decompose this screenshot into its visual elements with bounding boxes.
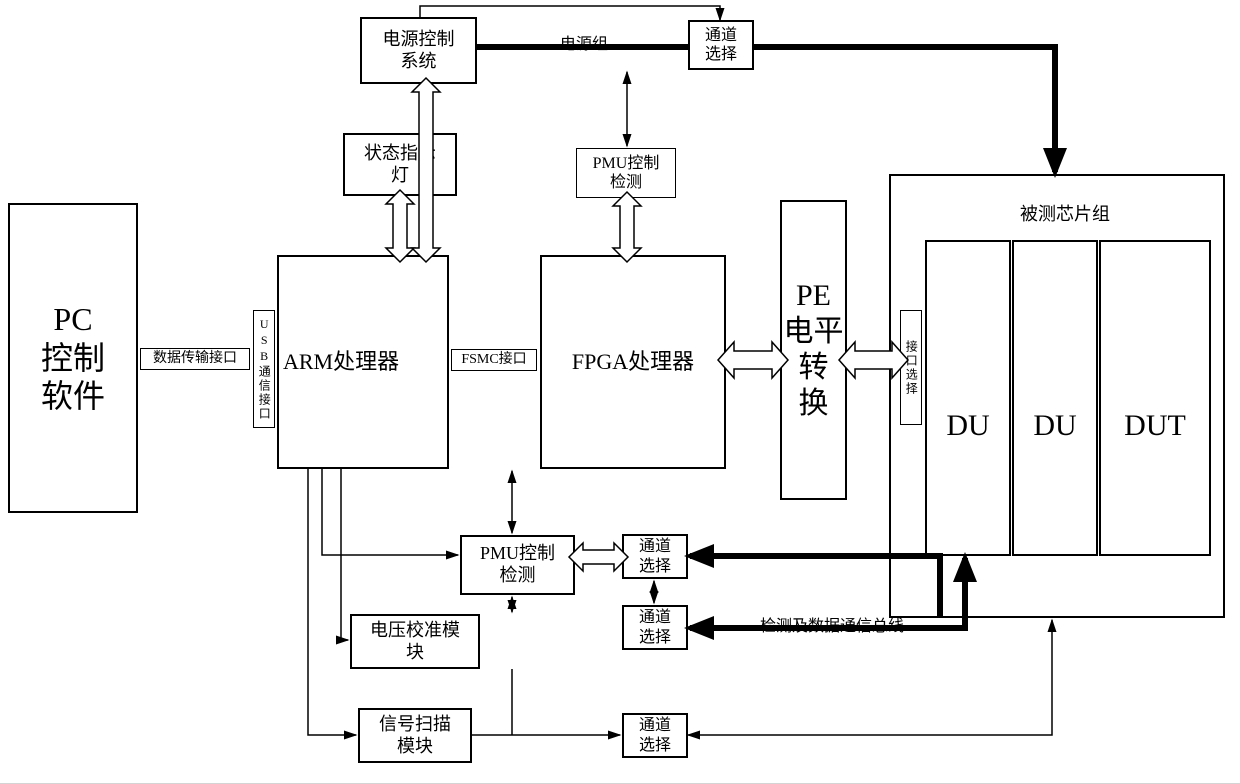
volt-cal-label: 电压校准模 块 <box>370 620 460 663</box>
pmu-bot-box: PMU控制 检测 <box>460 535 575 595</box>
usb-iface-box: USB通信接口 <box>253 310 275 428</box>
power-ctrl-label: 电源控制 系统 <box>383 29 455 72</box>
power-group-label: 电源组 <box>560 30 608 54</box>
ch-mid1-box: 通道 选择 <box>622 534 688 579</box>
sig-scan-label: 信号扫描 模块 <box>379 714 451 757</box>
pmu-bot-label: PMU控制 检测 <box>480 543 555 586</box>
ch-bot-box: 通道 选择 <box>622 713 688 758</box>
bus-label: 检测及数据通信总线 <box>760 612 904 636</box>
dut1-box: DU <box>925 240 1011 556</box>
fpga-box: FPGA处理器 <box>540 255 726 469</box>
arm-label: ARM处理器 <box>283 349 399 375</box>
dut2-label: DU <box>1033 408 1076 444</box>
dut1-label: DU <box>946 408 989 444</box>
ch-mid2-label: 通道 选择 <box>639 608 671 646</box>
pmu-top-label: PMU控制 检测 <box>593 154 660 192</box>
ch-mid1-label: 通道 选择 <box>639 537 671 575</box>
ch-mid2-box: 通道 选择 <box>622 605 688 650</box>
dut2-box: DU <box>1012 240 1098 556</box>
iface-sel-box: 接口选择 <box>900 310 922 425</box>
fpga-label: FPGA处理器 <box>572 349 694 375</box>
dut-group-label: 被测芯片组 <box>1020 200 1110 226</box>
sig-scan-box: 信号扫描 模块 <box>358 708 472 763</box>
pe-label: PE 电平 转 换 <box>784 278 844 422</box>
iface-sel-label: 接口选择 <box>904 340 918 396</box>
status-led-box: 状态指示 灯 <box>343 133 457 196</box>
dut3-box: DUT <box>1099 240 1211 556</box>
status-led-label: 状态指示 灯 <box>364 143 436 186</box>
data-iface-box: 数据传输接口 <box>140 348 250 370</box>
fsmc-box: FSMC接口 <box>451 349 537 371</box>
ch-bot-label: 通道 选择 <box>639 716 671 754</box>
ch-top-box: 通道 选择 <box>688 20 754 70</box>
fsmc-label: FSMC接口 <box>461 352 526 369</box>
ch-top-label: 通道 选择 <box>705 26 737 64</box>
usb-iface-label: USB通信接口 <box>257 317 271 421</box>
pmu-top-box: PMU控制 检测 <box>576 148 676 198</box>
power-ctrl-box: 电源控制 系统 <box>360 17 477 84</box>
pc-software-label: PC 控制 软件 <box>41 300 105 415</box>
dut3-label: DUT <box>1124 408 1186 444</box>
pc-software-box: PC 控制 软件 <box>8 203 138 513</box>
pe-box: PE 电平 转 换 <box>780 200 847 500</box>
arm-box: ARM处理器 <box>277 255 449 469</box>
data-iface-label: 数据传输接口 <box>153 351 237 368</box>
volt-cal-box: 电压校准模 块 <box>350 614 480 669</box>
